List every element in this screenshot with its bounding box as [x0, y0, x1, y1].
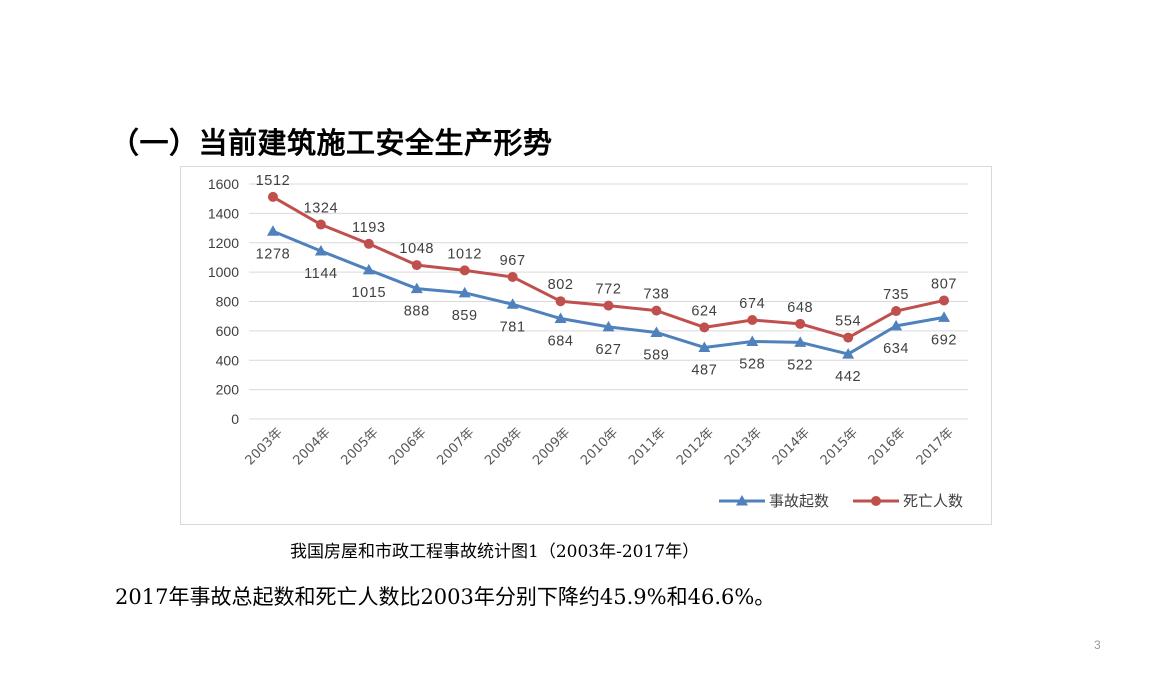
legend-label: 死亡人数: [903, 492, 963, 510]
x-tick-label: 2016年: [866, 425, 909, 468]
data-label: 522: [787, 357, 813, 373]
data-point: [363, 238, 374, 249]
data-label: 624: [691, 303, 717, 319]
data-point: [938, 311, 951, 322]
data-label: 674: [739, 296, 765, 312]
data-point: [554, 312, 567, 324]
data-label: 634: [883, 341, 909, 357]
data-label: 802: [548, 277, 574, 293]
data-label: 1324: [304, 201, 339, 217]
data-point: [650, 326, 663, 337]
data-label: 1015: [351, 285, 386, 301]
data-point: [699, 322, 710, 333]
y-tick-label: 1600: [208, 176, 239, 192]
x-tick-label: 2006年: [386, 425, 429, 468]
data-point: [843, 332, 854, 343]
x-tick-label: 2014年: [770, 425, 813, 468]
y-tick-label: 800: [216, 294, 240, 310]
x-tick-label: 2005年: [338, 425, 381, 468]
y-tick-label: 0: [231, 411, 239, 427]
x-tick-label: 2004年: [291, 425, 334, 468]
data-point: [362, 263, 375, 275]
data-point: [506, 298, 519, 309]
data-label: 1012: [447, 246, 482, 262]
data-label: 1193: [352, 220, 386, 236]
data-label: 735: [883, 287, 909, 303]
data-point: [939, 295, 950, 306]
data-point: [314, 244, 327, 256]
data-point: [315, 219, 326, 230]
summary-text: 2017年事故总起数和死亡人数比2003年分别下降约45.9%和46.6%。: [115, 585, 776, 609]
y-tick-label: 400: [216, 352, 240, 368]
data-label: 807: [931, 276, 957, 292]
data-point: [266, 225, 279, 236]
legend-marker: [871, 496, 881, 506]
data-label: 888: [404, 304, 430, 320]
data-point: [795, 318, 806, 329]
data-label: 1512: [256, 173, 291, 189]
x-tick-label: 2017年: [914, 425, 957, 468]
x-tick-label: 2015年: [818, 425, 861, 468]
x-tick-label: 2009年: [530, 425, 573, 468]
page-number: 3: [1094, 638, 1101, 652]
data-label: 692: [931, 332, 957, 348]
y-tick-label: 1000: [208, 264, 239, 280]
data-point: [603, 300, 614, 311]
data-point: [746, 335, 759, 346]
x-tick-label: 2007年: [434, 425, 477, 468]
data-label: 627: [596, 342, 622, 358]
x-tick-label: 2013年: [722, 425, 765, 468]
data-label: 859: [452, 308, 478, 324]
data-label: 1144: [304, 266, 338, 282]
x-tick-label: 2011年: [626, 425, 669, 468]
x-tick-label: 2003年: [243, 425, 286, 468]
data-label: 967: [500, 253, 526, 269]
legend-marker: [736, 495, 748, 506]
x-tick-label: 2010年: [578, 425, 621, 468]
line-chart: 0 200 400 600 800 1000 1200 1400 1600 2003年 2004年 2…: [180, 166, 992, 525]
y-tick-label: 1400: [208, 205, 239, 221]
data-point: [458, 286, 471, 298]
data-point: [459, 265, 470, 276]
data-label: 684: [548, 334, 574, 350]
data-label: 772: [596, 282, 622, 298]
data-point: [555, 296, 566, 307]
y-tick-label: 600: [216, 323, 240, 339]
data-label: 1278: [256, 246, 291, 262]
chart-caption: 我国房屋和市政工程事故统计图1（2003年-2017年）: [290, 542, 700, 562]
data-point: [891, 306, 902, 317]
data-label: 738: [643, 287, 669, 303]
data-point: [747, 315, 758, 326]
data-point: [698, 341, 711, 352]
x-tick-label: 2012年: [674, 425, 717, 468]
y-tick-label: 1200: [208, 235, 239, 251]
slide-heading: （一）当前建筑施工安全生产形势: [110, 126, 553, 160]
data-point: [507, 271, 518, 282]
data-point: [602, 320, 615, 332]
data-point: [410, 282, 423, 294]
data-point: [411, 260, 422, 271]
data-point: [651, 305, 662, 316]
data-label: 1048: [399, 241, 434, 257]
x-tick-label: 2008年: [482, 425, 525, 468]
data-point: [890, 319, 903, 331]
data-label: 528: [739, 356, 765, 372]
data-label: 589: [643, 347, 669, 363]
data-label: 487: [691, 362, 717, 378]
data-point: [267, 191, 278, 202]
legend-label: 事故起数: [769, 492, 829, 510]
data-label: 648: [787, 300, 813, 316]
data-point: [794, 336, 807, 347]
data-label: 554: [835, 314, 861, 330]
y-tick-label: 200: [216, 382, 240, 398]
data-point: [842, 348, 855, 359]
data-label: 442: [835, 369, 861, 385]
data-label: 781: [500, 319, 526, 335]
